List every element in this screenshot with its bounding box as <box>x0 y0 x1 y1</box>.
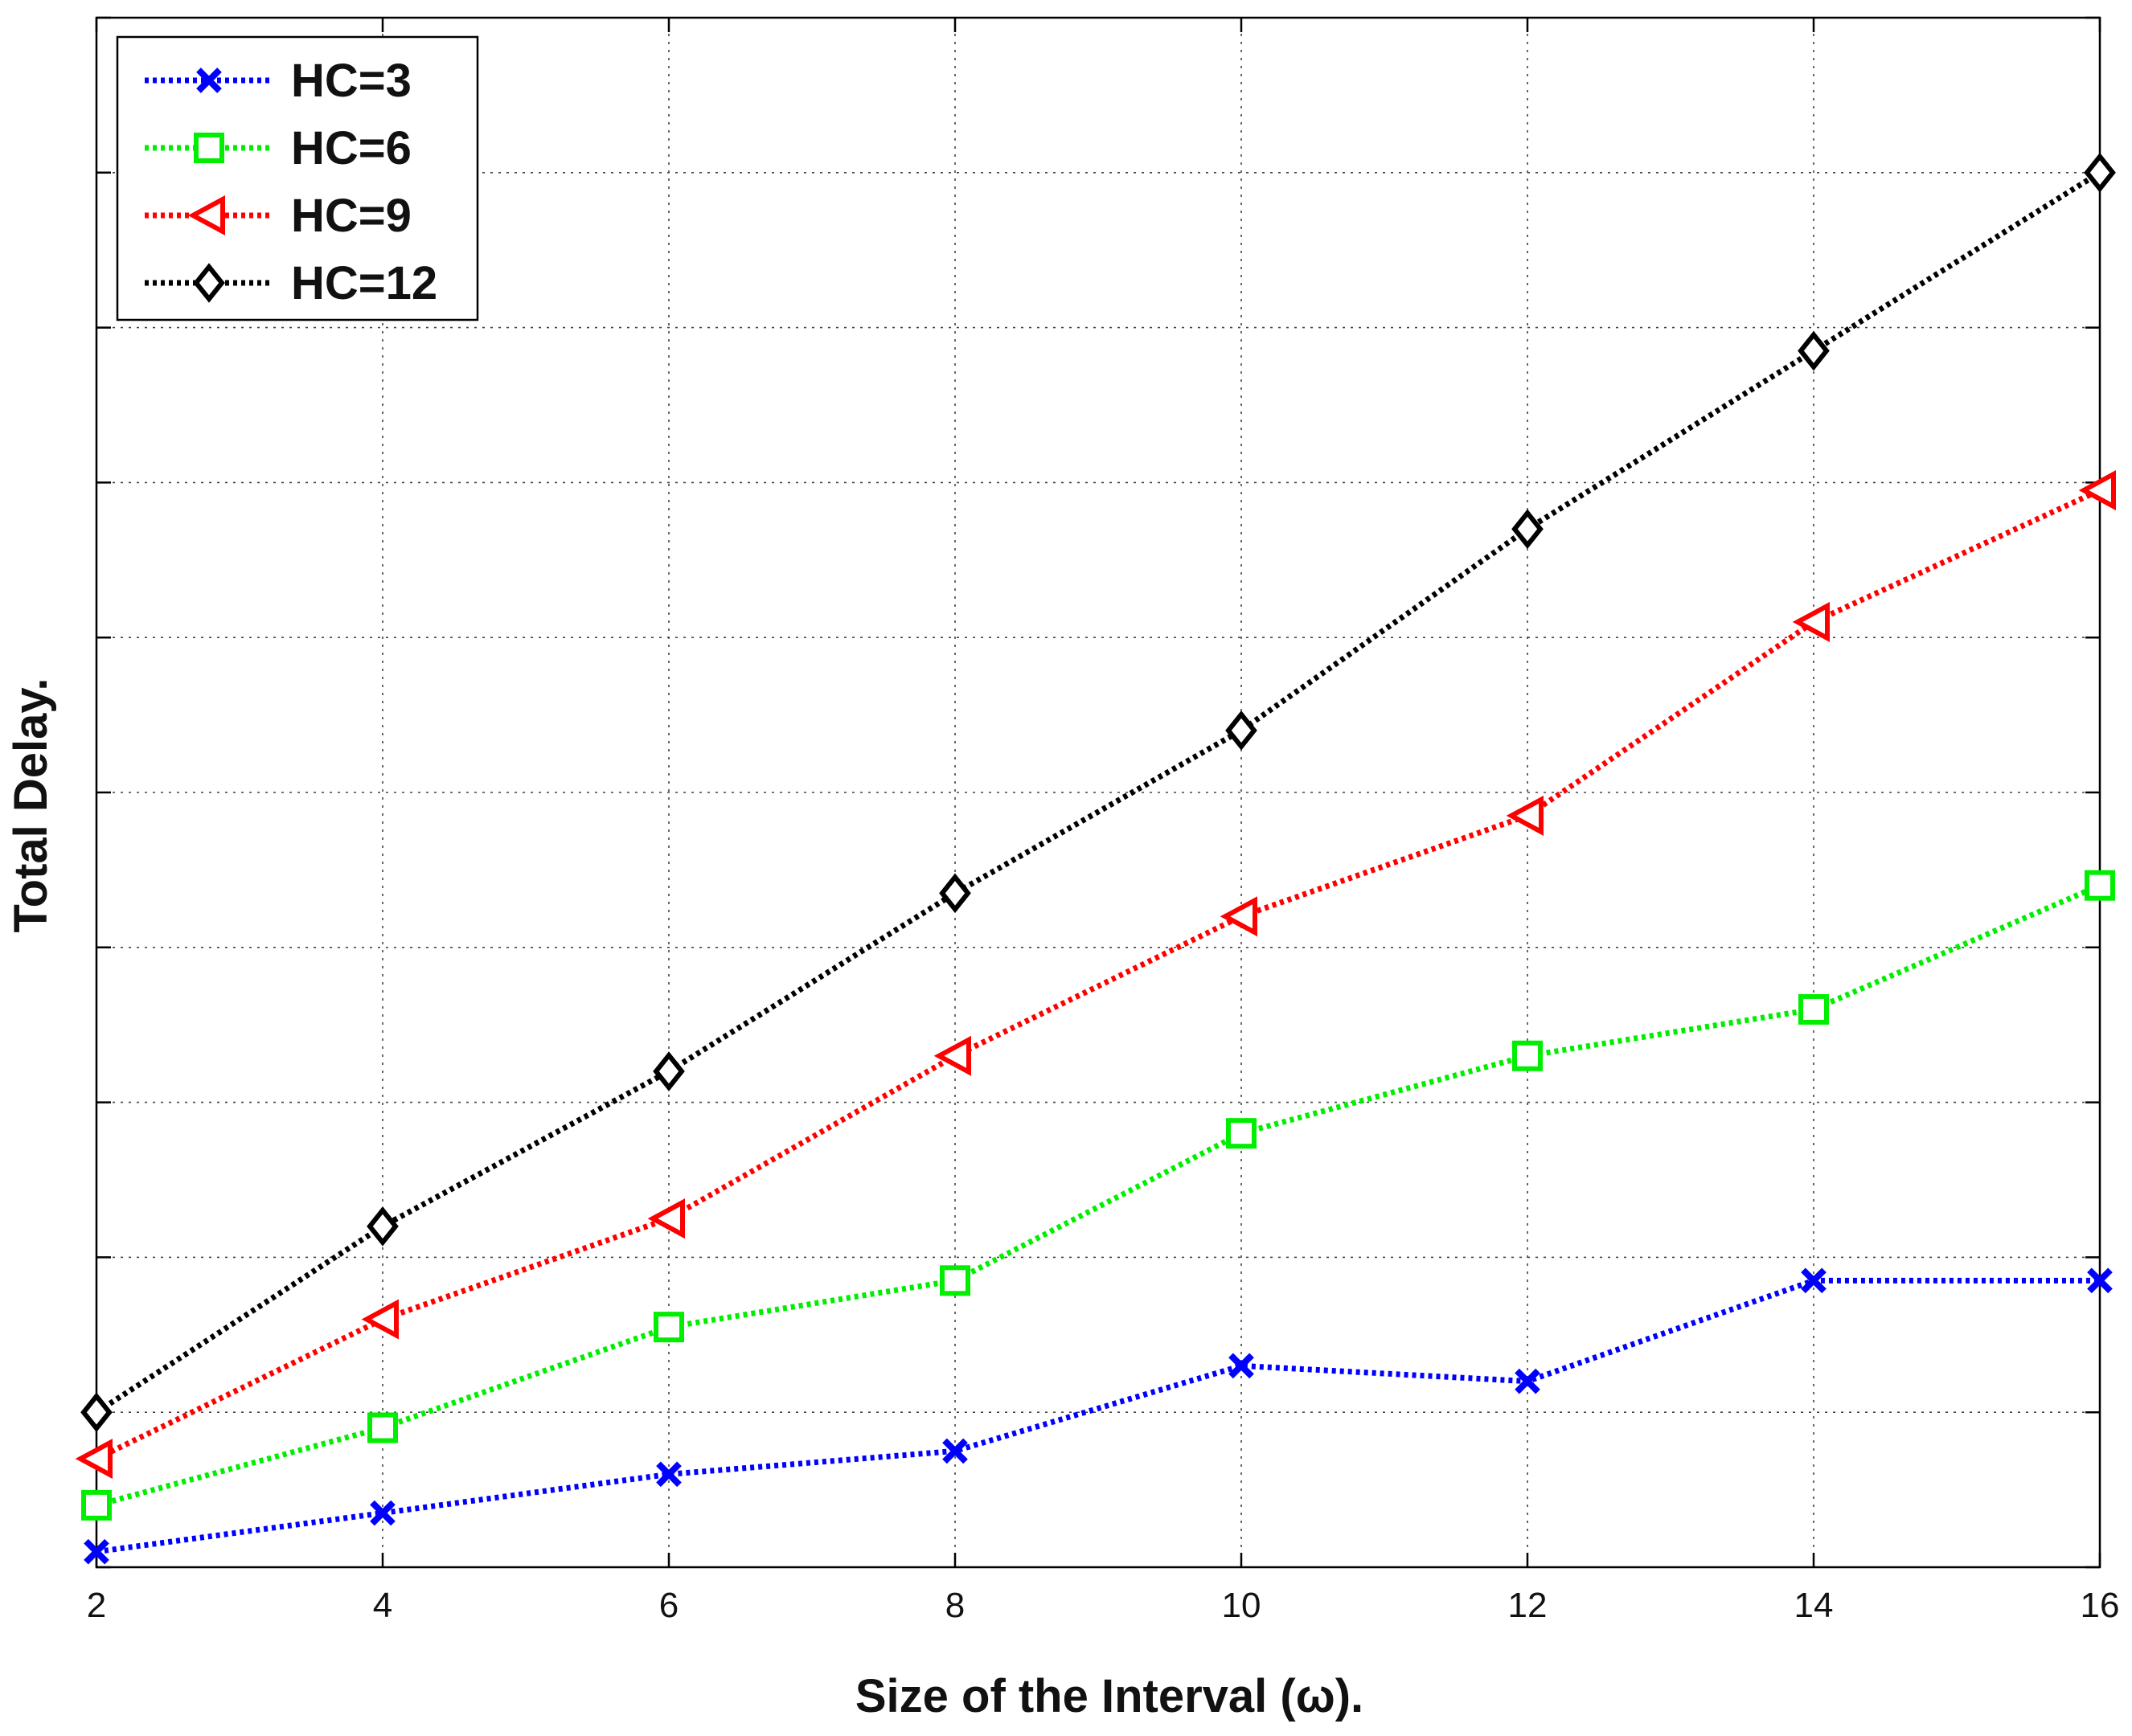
series-line <box>95 487 2101 1462</box>
data-point <box>942 1438 968 1464</box>
data-point <box>1506 795 1544 836</box>
x-tick-label: 12 <box>1508 1586 1548 1625</box>
data-point <box>647 1198 685 1239</box>
legend-marker <box>196 68 222 93</box>
legend-box <box>116 35 479 321</box>
legend-entry: HC=12 <box>145 257 437 309</box>
data-point <box>939 873 971 914</box>
series-line <box>95 170 2101 1415</box>
data-point <box>1515 1368 1540 1394</box>
data-point <box>1792 601 1830 642</box>
y-axis-title: Total Delay. <box>5 678 57 933</box>
series-hc-12 <box>80 152 2116 1433</box>
data-point <box>84 1538 109 1565</box>
legend-entry: HC=9 <box>145 190 412 242</box>
legend-label: HC=9 <box>291 190 412 242</box>
legend-marker <box>193 263 225 303</box>
legend: HC=3 HC=6 HC=9 HC=12 <box>116 35 479 321</box>
series-line <box>96 1277 2100 1555</box>
x-tick-label: 8 <box>945 1586 965 1625</box>
data-point <box>1512 1040 1543 1071</box>
data-point <box>1798 993 1829 1025</box>
data-point <box>656 1461 682 1488</box>
series-hc-3 <box>84 1267 2113 1565</box>
data-point <box>367 1412 398 1443</box>
x-tick-label: 16 <box>2081 1586 2120 1625</box>
data-point <box>940 1265 970 1296</box>
data-point <box>2078 470 2116 511</box>
x-tick-label: 14 <box>1794 1586 1834 1625</box>
data-point <box>654 1312 684 1343</box>
legend-label: HC=6 <box>291 122 412 174</box>
series-layer <box>75 152 2116 1565</box>
data-point <box>1798 330 1830 371</box>
series-line <box>96 882 2101 1509</box>
data-point <box>1220 896 1257 937</box>
x-tick-label: 4 <box>373 1586 392 1625</box>
legend-marker <box>194 133 224 163</box>
legend-marker <box>187 194 225 236</box>
data-point <box>75 1439 113 1480</box>
series-hc-9 <box>75 470 2116 1480</box>
data-point <box>81 1489 112 1521</box>
data-point <box>1225 710 1257 751</box>
x-axis-ticks: 2 4 6 8 10 12 14 16 <box>87 16 2120 1625</box>
x-tick-label: 10 <box>1222 1586 1261 1625</box>
data-point <box>1511 509 1544 550</box>
data-point <box>361 1299 399 1340</box>
data-point <box>80 1392 113 1433</box>
data-point <box>933 1035 971 1076</box>
data-point <box>2087 1267 2113 1294</box>
data-point <box>1801 1267 1827 1294</box>
data-point <box>653 1051 685 1091</box>
legend-entry: HC=3 <box>145 55 412 107</box>
legend-label: HC=3 <box>291 55 412 107</box>
legend-entry: HC=6 <box>145 122 412 174</box>
data-point <box>1226 1118 1257 1149</box>
legend-label: HC=12 <box>291 257 437 309</box>
x-tick-label: 6 <box>659 1586 679 1625</box>
data-point <box>2085 870 2115 901</box>
data-point <box>1228 1353 1254 1379</box>
x-tick-label: 2 <box>87 1586 106 1625</box>
data-point <box>370 1500 396 1526</box>
x-axis-title: Size of the Interval (ω). <box>855 1670 1363 1722</box>
series-hc-6 <box>81 870 2115 1521</box>
data-point <box>2084 152 2116 193</box>
data-point <box>367 1206 399 1247</box>
